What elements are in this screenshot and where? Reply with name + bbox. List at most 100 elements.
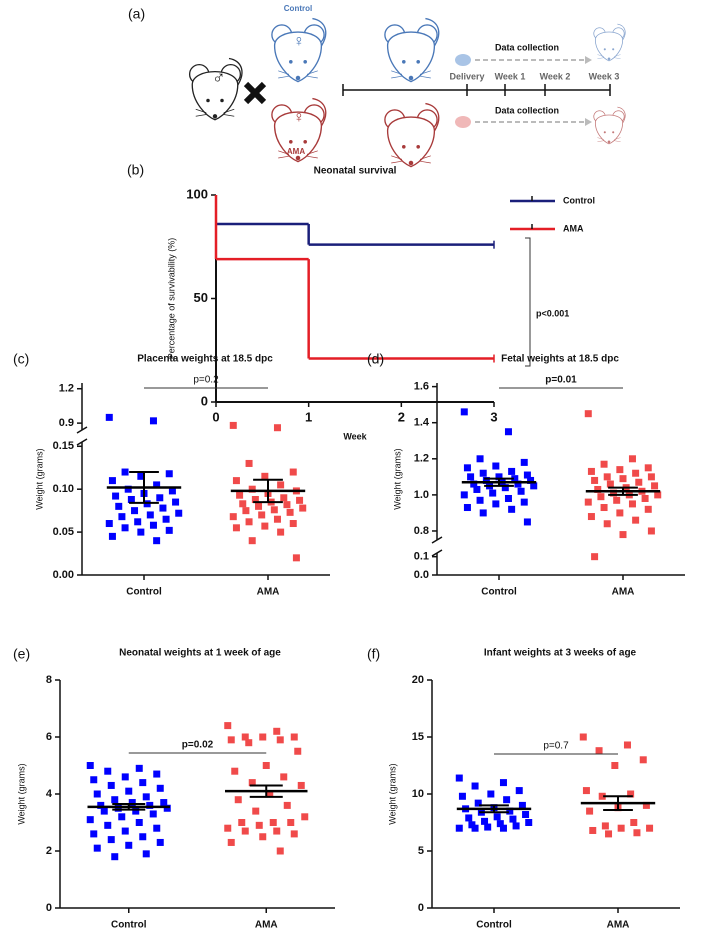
data-point [628, 455, 636, 463]
infant-control [593, 23, 626, 62]
data-point [261, 472, 269, 480]
data-point [527, 476, 535, 484]
data-point [100, 807, 108, 815]
data-point [273, 727, 281, 735]
data-point [470, 480, 478, 488]
data-point [232, 477, 240, 485]
data-point [512, 822, 520, 830]
data-point [277, 481, 285, 489]
data-point [252, 807, 260, 815]
data-point [601, 822, 609, 830]
data-point [90, 776, 98, 784]
panel-label: (a) [128, 6, 145, 22]
data-point [520, 458, 528, 466]
data-point [283, 501, 291, 509]
data-point [487, 790, 495, 798]
data-point [511, 475, 519, 483]
data-point [234, 796, 242, 804]
x-tick-label: 0 [212, 409, 219, 424]
data-point [224, 722, 232, 730]
data-point [149, 810, 157, 818]
data-point [471, 782, 479, 790]
ama-label: AMA [287, 147, 305, 156]
timeline-label: Week 2 [540, 71, 571, 81]
data-point [273, 424, 281, 432]
data-point [276, 847, 284, 855]
data-point [229, 513, 237, 521]
error-bar [603, 795, 633, 811]
y-axis-label: Weight (grams) [392, 448, 402, 509]
y-tick-label: 50 [194, 290, 208, 305]
y-axis-label: Percentage of survivability (%) [166, 238, 176, 360]
data-point [231, 767, 239, 775]
y-axis-label: Weight (grams) [34, 448, 44, 509]
y-tick-label: 20 [412, 674, 424, 686]
data-point [646, 824, 654, 832]
data-point [114, 804, 122, 812]
panel-label: (c) [13, 351, 29, 367]
data-point [471, 824, 479, 832]
data-point [276, 736, 284, 744]
legend-label: AMA [563, 223, 584, 233]
infant-ama [593, 106, 626, 145]
data-point [600, 504, 608, 512]
y-tick-label: 0.0 [414, 569, 429, 581]
collection-label: Data collection [495, 105, 559, 115]
data-point [232, 524, 240, 532]
data-point [131, 507, 139, 515]
chart-title: Placenta weights at 18.5 dpc [137, 354, 273, 365]
data-point [294, 747, 302, 755]
error-bar [112, 802, 146, 811]
data-point [125, 787, 133, 795]
data-point [172, 498, 180, 506]
x-tick-label: Control [126, 587, 162, 598]
data-point [165, 526, 173, 534]
data-point [245, 459, 253, 467]
data-point [603, 473, 611, 481]
y-tick-label: 0.8 [414, 525, 429, 537]
data-point [229, 421, 237, 429]
data-point [146, 801, 154, 809]
y-tick-label: 100 [186, 186, 208, 201]
data-point [463, 464, 471, 472]
data-point [121, 468, 129, 476]
data-point [238, 819, 246, 826]
data-point [651, 482, 659, 490]
data-point [280, 773, 288, 781]
data-point [455, 824, 463, 832]
data-point [97, 801, 105, 809]
data-point [611, 762, 619, 769]
data-point [139, 779, 147, 787]
timeline [342, 84, 611, 96]
data-point [504, 494, 512, 502]
data-point [482, 476, 490, 484]
data-point [261, 522, 269, 530]
axis-break [76, 426, 88, 446]
chart-title: Neonatal weights at 1 week of age [119, 648, 281, 659]
data-point [492, 500, 500, 508]
data-point [142, 850, 150, 858]
data-point [137, 528, 145, 536]
y-tick-label: 0.1 [414, 551, 429, 563]
data-point [127, 495, 135, 503]
data-point [108, 477, 116, 485]
data-point [623, 741, 631, 749]
data-point [603, 520, 611, 528]
x-tick-label: 2 [398, 409, 405, 424]
data-point [137, 472, 145, 480]
data-point [504, 428, 512, 436]
data-point [118, 513, 126, 521]
axis-break [431, 536, 443, 557]
data-point [489, 489, 497, 497]
data-point [104, 821, 112, 829]
data-point [299, 504, 307, 512]
data-point [616, 466, 624, 474]
data-point [270, 506, 278, 514]
data-point [248, 779, 256, 787]
data-point [619, 531, 627, 539]
data-point [121, 773, 129, 781]
x-tick-label: Control [111, 920, 147, 931]
data-point [465, 814, 473, 822]
data-point [589, 826, 597, 834]
data-point [149, 417, 157, 425]
